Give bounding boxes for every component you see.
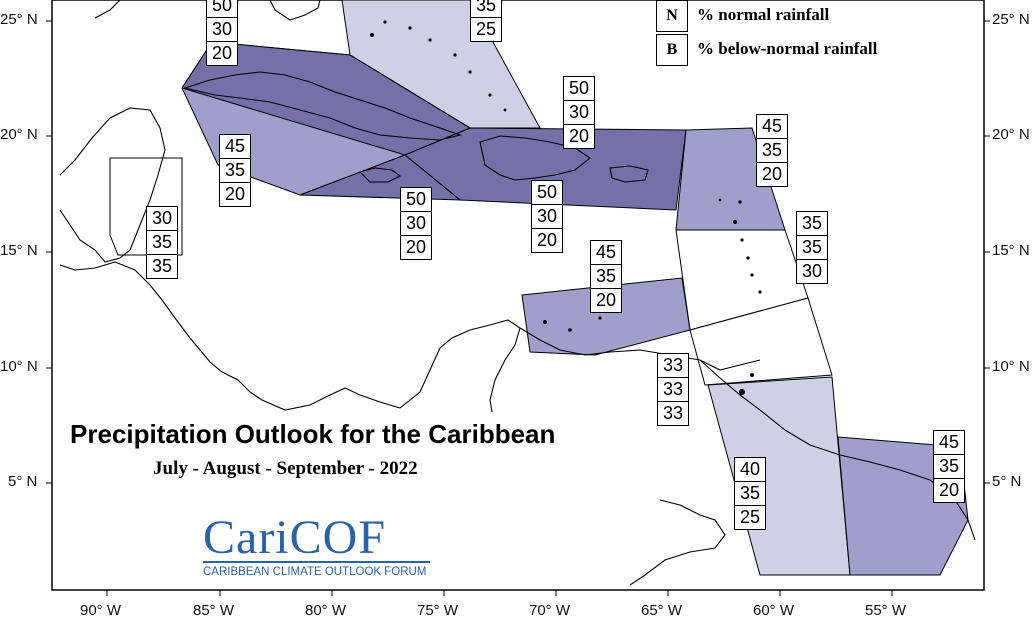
prob-box-belize: 30 35 35	[146, 206, 178, 279]
lat-label-15-right: 15° N	[992, 242, 1030, 259]
prob-value: 35	[471, 0, 501, 18]
legend-key-normal: N	[656, 0, 688, 32]
prob-value: 25	[739, 507, 761, 527]
region-trinidad-block	[689, 297, 833, 386]
prob-value: 30	[207, 18, 237, 42]
prob-value: 20	[761, 164, 783, 184]
prob-value: 50	[564, 77, 594, 101]
venezuela-coast	[519, 327, 761, 371]
lat-label-10-left: 10° N	[0, 358, 38, 375]
prob-value: 50	[401, 188, 431, 212]
prob-value: 20	[938, 480, 960, 500]
prob-value: 20	[595, 290, 617, 310]
prob-value: 45	[220, 135, 250, 159]
gulf-coast-top	[94, 0, 121, 19]
prob-value: 40	[735, 458, 765, 482]
lat-label-5-right: 5° N	[992, 473, 1022, 490]
prob-value: 30	[147, 207, 177, 231]
lat-label-10-right: 10° N	[992, 358, 1030, 375]
prob-value: 45	[591, 241, 621, 265]
legend-label-below: % below-normal rainfall	[697, 39, 878, 58]
florida-coast	[269, 0, 321, 21]
legend-label-normal: % normal rainfall	[697, 5, 830, 24]
prob-value: 20	[536, 230, 558, 250]
prob-value: 50	[532, 181, 562, 205]
prob-box-cuba: 50 30 20	[206, 0, 238, 66]
prob-box-abc-islands: 45 35 20	[590, 240, 622, 313]
prob-box-bahamas: 35 25	[470, 0, 502, 42]
prob-value: 35	[797, 212, 827, 236]
map-ticks	[46, 20, 990, 596]
prob-value: 35	[797, 236, 827, 260]
prob-value: 33	[658, 354, 688, 378]
lon-label-65: 65° W	[641, 602, 683, 619]
south-america-interior	[629, 499, 726, 586]
coastlines	[59, 0, 976, 586]
small-islands	[370, 20, 762, 395]
jamaica-outline	[358, 167, 402, 183]
prob-value: 35	[220, 159, 250, 183]
prob-value: 35	[147, 231, 177, 255]
map-frame	[51, 0, 985, 591]
lon-label-60: 60° W	[753, 602, 795, 619]
prob-value: 35	[757, 139, 787, 163]
mexico-yucatan-coast	[59, 107, 166, 263]
prob-value: 30	[401, 212, 431, 236]
lat-label-25-right: 25° N	[992, 11, 1030, 28]
central-america-coast	[59, 261, 521, 413]
lon-label-55: 55° W	[865, 602, 907, 619]
map-subtitle: July - August - September - 2022	[153, 458, 418, 479]
lon-label-70: 70° W	[529, 602, 571, 619]
lat-label-20-right: 20° N	[992, 126, 1030, 143]
cuba-outline	[182, 71, 462, 141]
prob-value: 25	[475, 19, 497, 39]
prob-box-windward: 35 35 30	[796, 211, 828, 284]
prob-box-jamaica: 50 30 20	[400, 187, 432, 260]
lon-label-80: 80° W	[305, 602, 347, 619]
caricof-logo-tagline: CARIBBEAN CLIMATE OUTLOOK FORUM	[203, 566, 427, 578]
prob-value: 35	[934, 455, 964, 479]
lat-label-15-left: 15° N	[0, 242, 38, 259]
prob-value: 20	[568, 126, 590, 146]
prob-value: 20	[224, 184, 246, 204]
lon-label-90: 90° W	[80, 602, 122, 619]
prob-value: 33	[658, 378, 688, 402]
prob-box-french-guiana: 45 35 20	[933, 430, 965, 503]
lon-label-75: 75° W	[417, 602, 459, 619]
lat-label-5-left: 5° N	[8, 473, 38, 490]
prob-value: 45	[757, 115, 787, 139]
prob-value: 35	[151, 256, 173, 276]
prob-box-leeward: 45 35 20	[756, 114, 788, 187]
puerto-rico-outline	[609, 165, 649, 183]
prob-value: 20	[405, 237, 427, 257]
legend-key-below: B	[656, 34, 688, 66]
outlook-regions	[109, 0, 969, 576]
prob-value: 45	[934, 431, 964, 455]
logo-divider	[203, 561, 430, 563]
prob-box-cayman: 45 35 20	[219, 134, 251, 207]
hispaniola-outline	[479, 135, 591, 181]
lat-label-25-left: 25° N	[0, 11, 38, 28]
prob-value: 35	[735, 482, 765, 506]
prob-value: 30	[532, 205, 562, 229]
prob-box-guyana: 40 35 25	[734, 457, 766, 530]
prob-value: 33	[662, 403, 684, 423]
region-guyana	[707, 376, 851, 576]
prob-value: 30	[564, 101, 594, 125]
region-abc	[521, 277, 691, 356]
region-hispaniola-pr	[404, 127, 687, 211]
prob-box-hispaniola-south: 50 30 20	[531, 180, 563, 253]
lon-label-85: 85° W	[193, 602, 235, 619]
map-title: Precipitation Outlook for the Caribbean	[70, 419, 556, 449]
prob-box-trinidad: 33 33 33	[657, 353, 689, 426]
lat-label-20-left: 20° N	[0, 126, 38, 143]
prob-box-hispaniola-pr: 50 30 20	[563, 76, 595, 149]
prob-value: 20	[211, 43, 233, 63]
prob-value: 35	[591, 265, 621, 289]
prob-value: 30	[801, 261, 823, 281]
prob-value: 50	[207, 0, 237, 18]
caricof-logo: CariCOF	[203, 511, 387, 564]
